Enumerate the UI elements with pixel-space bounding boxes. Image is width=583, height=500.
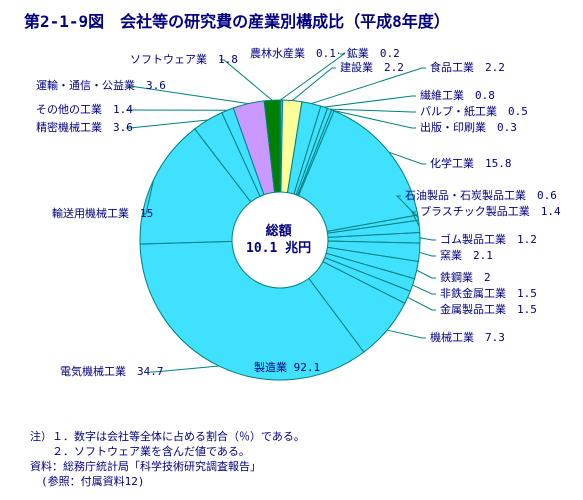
leader-line [417, 270, 436, 278]
leader-line [280, 54, 344, 100]
center-text-2: 10.1 兆円 [246, 241, 311, 256]
leader-line [408, 297, 436, 310]
footnote-line-2: ２．ソフトウェア業を含んだ値である。 [30, 445, 250, 460]
slice-label: 電気機械工業 34.7 [60, 366, 164, 378]
slice-label: ゴム製品工業 1.2 [440, 234, 537, 246]
footnote-line-3: 資料：総務庁統計局「科学技術研究調査報告」 [30, 460, 261, 475]
slice-label: 機械工業 7.3 [430, 332, 505, 344]
slice-label: 化学工業 15.8 [430, 158, 512, 170]
slice-label: 食品工業 2.2 [430, 62, 505, 74]
pie-chart: 農林水産業 0.1‥鉱業 0.2 建設業 2.2 食品工業 2.2 繊維工業 0.8 パ… [0, 40, 583, 420]
slice-label: 運輸・通信・公益業 3.6 [36, 80, 166, 92]
slice-label: 窯業 2.1 [440, 250, 493, 262]
slice-label: 非鉄金属工業 1.5 [440, 288, 537, 300]
slice-label: 農林水産業 0.1‥鉱業 0.2 [250, 48, 400, 60]
slice-label: 石油製品・石炭製品工業 0.6 [405, 190, 557, 202]
leader-line [420, 238, 436, 240]
leader-line [413, 285, 436, 294]
slice-label: 建設業 2.2 [340, 62, 404, 74]
center-text-1: 総額 [266, 224, 292, 239]
leader-line [330, 109, 416, 112]
slice-label: 金属製品工業 1.5 [440, 304, 537, 316]
leader-line [419, 252, 436, 256]
leader-line [126, 120, 208, 128]
leader-line [292, 68, 336, 101]
manufacturing-label: 製造業 92.1 [254, 362, 320, 374]
footnote-line-4: (参照：付属資料12) [30, 475, 145, 490]
slice-label: パルプ・紙工業 0.5 [420, 106, 528, 118]
page-title: 第2-1-9図 会社等の研究費の産業別構成比（平成8年度） [24, 8, 450, 32]
slice-label: 鉄鋼業 2 [440, 272, 491, 284]
chart-center-label: 総額 10.1 兆円 [246, 224, 311, 258]
leader-line [387, 330, 426, 338]
slice-label: プラスチック製品工業 1.4 [420, 206, 561, 218]
slice-label: 繊維工業 0.8 [420, 90, 495, 102]
slice-label: その他の工業 1.4 [36, 104, 133, 116]
leader-line [324, 96, 416, 107]
slice-label: ソフトウェア業 1.8 [130, 54, 238, 66]
slice-label: 精密機械工業 3.6 [36, 122, 133, 134]
slice-label: 輸送用機械工業 15 [52, 208, 153, 220]
slice-label: 出版・印刷業 0.3 [420, 122, 517, 134]
footnote-line-1: 注）１．数字は会社等全体に占める割合（％）である。 [30, 430, 305, 445]
